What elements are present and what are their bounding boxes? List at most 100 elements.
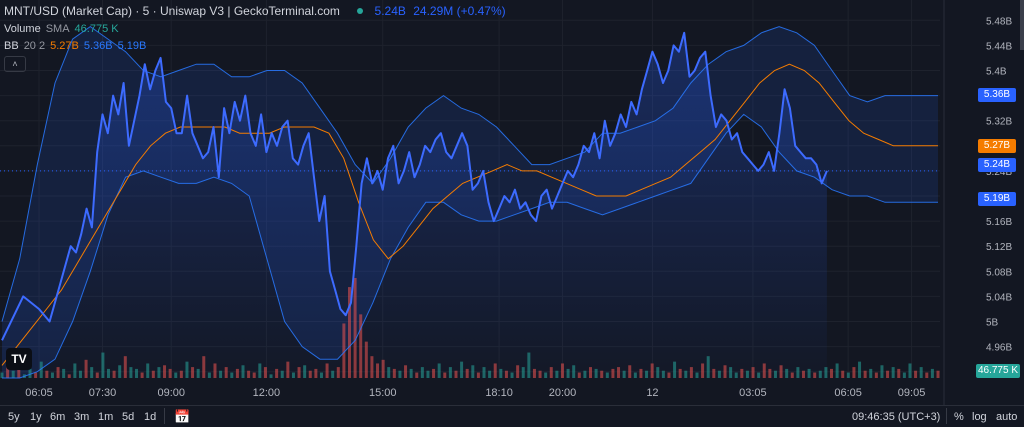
volume-bar [6, 363, 10, 378]
volume-bar [135, 368, 139, 378]
tag-bb-lower: 5.19B [978, 192, 1016, 206]
volume-bar [706, 356, 710, 378]
x-tick-label: 06:05 [25, 387, 53, 399]
x-tick-label: 09:00 [157, 387, 185, 399]
volume-bar [813, 372, 817, 378]
range-1d[interactable]: 1d [144, 411, 157, 423]
bb-label: BB [4, 40, 19, 52]
volume-bar [818, 370, 822, 378]
volume-bar [129, 367, 133, 378]
volume-bar [11, 370, 15, 378]
volume-bar [611, 368, 615, 378]
volume-bar [656, 367, 660, 378]
volume-bar [757, 372, 761, 378]
volume-bar [112, 370, 116, 378]
bb-mid-line [1, 63, 938, 366]
volume-bar [572, 365, 576, 378]
volume-bar [471, 365, 475, 378]
volume-bar [460, 361, 464, 378]
bb-mid-value: 5.27B [50, 40, 79, 52]
y-tick-label: 5.32B [986, 117, 1012, 128]
scrollbar[interactable] [1020, 0, 1024, 50]
toolbar-divider [164, 408, 165, 424]
legend-collapse-button[interactable]: ˄ [4, 56, 26, 72]
range-1m[interactable]: 1m [98, 411, 114, 423]
range-5y[interactable]: 5y [8, 411, 20, 423]
y-tick-label: 5.16B [986, 217, 1012, 228]
volume-bar [235, 368, 239, 378]
volume-bar [319, 372, 323, 378]
volume-bar [622, 370, 626, 378]
volume-bar [801, 370, 805, 378]
volume-bar [560, 363, 564, 378]
range-1y[interactable]: 1y [30, 411, 42, 423]
calendar-range-icon[interactable]: 📅 [174, 409, 191, 424]
current-time[interactable]: 09:46:35 (UTC+3) [852, 411, 941, 423]
volume-bar [146, 363, 150, 378]
range-5d[interactable]: 5d [122, 411, 135, 423]
volume-bar [420, 367, 424, 378]
volume-bar [751, 367, 755, 378]
status-dot [357, 8, 364, 14]
volume-bar [443, 372, 447, 378]
log-toggle[interactable]: log [972, 411, 987, 423]
auto-toggle[interactable]: auto [996, 411, 1018, 423]
volume-bar [583, 370, 587, 378]
bb-legend[interactable]: BB 20 2 5.27B 5.36B 5.19B [4, 40, 146, 52]
y-tick-label: 5.4B [986, 66, 1007, 77]
percent-toggle[interactable]: % [954, 411, 964, 423]
volume-bar [667, 372, 671, 378]
volume-bar [521, 367, 525, 378]
volume-bar [712, 368, 716, 378]
volume-bar [577, 372, 581, 378]
volume-bar [762, 363, 766, 378]
volume-bar [482, 367, 486, 378]
volume-bar [381, 359, 385, 378]
volume-bar [488, 370, 492, 378]
volume-bar [499, 368, 503, 378]
volume-bar [84, 359, 88, 378]
volume-bar [645, 370, 649, 378]
bb-lower-value: 5.19B [117, 40, 147, 52]
volume-bar [179, 370, 183, 378]
volume-bar [17, 367, 21, 378]
volume-bar [807, 368, 811, 378]
volume-bar [67, 374, 71, 378]
volume-bar [157, 367, 161, 378]
y-tick-label: 5.44B [986, 41, 1012, 52]
volume-bar [207, 372, 211, 378]
volume-bar [286, 361, 290, 378]
volume-bar [869, 368, 873, 378]
x-tick-label: 15:00 [369, 387, 397, 399]
volume-bar [376, 363, 380, 378]
volume-bar [314, 368, 318, 378]
y-tick-label: 5.04B [986, 292, 1012, 303]
volume-bar [196, 368, 200, 378]
volume-bar [723, 365, 727, 378]
volume-bar [925, 372, 929, 378]
volume-bar [628, 365, 632, 378]
tradingview-logo[interactable]: TV [6, 348, 32, 370]
volume-bar [241, 365, 245, 378]
range-3m[interactable]: 3m [74, 411, 90, 423]
chart-title: MNT/USD (Market Cap) · 5 · Uniswap V3 | … [4, 4, 340, 18]
price-chart[interactable]: 5.48B5.44B5.4B5.36B5.32B5.28B5.24B5.2B5.… [0, 0, 1024, 405]
volume-bar [919, 367, 923, 378]
x-tick-label: 07:30 [89, 387, 117, 399]
volume-bar [258, 363, 262, 378]
volume-bar [280, 370, 284, 378]
volume-legend[interactable]: Volume SMA 46.775 K [4, 23, 119, 35]
volume-bar [858, 361, 862, 378]
range-6m[interactable]: 6m [50, 411, 66, 423]
volume-bar [78, 370, 82, 378]
volume-bar [835, 363, 839, 378]
volume-bar [398, 370, 402, 378]
volume-bar [796, 367, 800, 378]
volume-bar [347, 287, 351, 378]
y-tick-label: 5.48B [986, 16, 1012, 27]
y-tick-label: 4.96B [986, 343, 1012, 354]
bottom-toolbar: 5y 1y 6m 3m 1m 5d 1d 📅 09:46:35 (UTC+3) … [0, 405, 1024, 427]
volume-bar [297, 367, 301, 378]
volume-bar [600, 370, 604, 378]
volume-bar [437, 363, 441, 378]
